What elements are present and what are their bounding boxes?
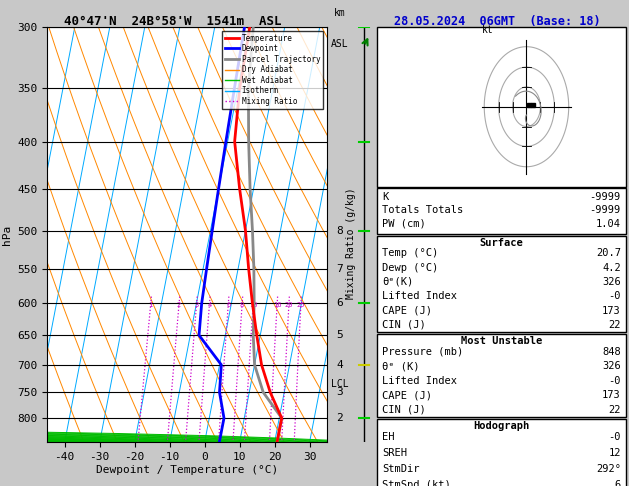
Text: Totals Totals: Totals Totals [382, 206, 464, 215]
Text: kt: kt [482, 25, 494, 35]
Text: 40°47'N  24B°58'W  1541m  ASL: 40°47'N 24B°58'W 1541m ASL [64, 15, 282, 28]
Text: PW (cm): PW (cm) [382, 219, 426, 229]
Text: LCL: LCL [331, 379, 348, 389]
Bar [377, 419, 626, 486]
Text: θᵉ (K): θᵉ (K) [382, 361, 420, 371]
Text: 25: 25 [297, 302, 305, 308]
Bar [377, 27, 626, 187]
Text: Temp (°C): Temp (°C) [382, 248, 438, 258]
Text: 28.05.2024  06GMT  (Base: 18): 28.05.2024 06GMT (Base: 18) [394, 15, 600, 28]
Text: 16: 16 [273, 302, 281, 308]
Text: 22: 22 [608, 320, 621, 330]
Text: 848: 848 [602, 347, 621, 357]
Text: EH: EH [382, 432, 395, 442]
Text: -9999: -9999 [589, 206, 621, 215]
Text: 4.2: 4.2 [602, 262, 621, 273]
Bar [377, 236, 626, 332]
Text: 3: 3 [337, 387, 343, 398]
X-axis label: Dewpoint / Temperature (°C): Dewpoint / Temperature (°C) [96, 465, 278, 475]
Text: CIN (J): CIN (J) [382, 405, 426, 415]
Text: 10: 10 [249, 302, 257, 308]
Text: 2: 2 [177, 302, 181, 308]
Text: StmDir: StmDir [382, 464, 420, 474]
Bar [377, 334, 626, 417]
Text: 326: 326 [602, 277, 621, 287]
Text: 173: 173 [602, 390, 621, 400]
Text: 173: 173 [602, 306, 621, 315]
Text: km: km [334, 8, 345, 18]
Text: 5: 5 [337, 330, 343, 340]
Text: SREH: SREH [382, 448, 408, 458]
Text: 292°: 292° [596, 464, 621, 474]
Text: 1: 1 [148, 302, 153, 308]
Text: Lifted Index: Lifted Index [382, 291, 457, 301]
Text: 4: 4 [337, 360, 343, 370]
Text: -0: -0 [608, 432, 621, 442]
Text: 7: 7 [337, 263, 343, 274]
Text: Mixing Ratio (g/kg): Mixing Ratio (g/kg) [346, 187, 356, 299]
Text: Dewp (°C): Dewp (°C) [382, 262, 438, 273]
Text: 8: 8 [337, 226, 343, 236]
Text: 20.7: 20.7 [596, 248, 621, 258]
Text: -0: -0 [608, 291, 621, 301]
Text: 2: 2 [337, 413, 343, 423]
Text: Lifted Index: Lifted Index [382, 376, 457, 386]
Text: 12: 12 [608, 448, 621, 458]
Text: θᵉ(K): θᵉ(K) [382, 277, 414, 287]
Text: Pressure (mb): Pressure (mb) [382, 347, 464, 357]
Text: K: K [382, 192, 389, 202]
Text: Most Unstable: Most Unstable [461, 336, 542, 347]
Text: 22: 22 [608, 405, 621, 415]
Text: ASL: ASL [331, 39, 348, 49]
Text: 6: 6 [337, 298, 343, 308]
Text: 20: 20 [285, 302, 293, 308]
Text: CIN (J): CIN (J) [382, 320, 426, 330]
Text: -0: -0 [608, 376, 621, 386]
Text: StmSpd (kt): StmSpd (kt) [382, 480, 451, 486]
Text: -9999: -9999 [589, 192, 621, 202]
Text: Surface: Surface [480, 238, 523, 248]
Text: 6: 6 [226, 302, 230, 308]
Text: CAPE (J): CAPE (J) [382, 390, 432, 400]
Text: CAPE (J): CAPE (J) [382, 306, 432, 315]
Text: 4: 4 [208, 302, 211, 308]
Text: 1.04: 1.04 [596, 219, 621, 229]
Text: 6: 6 [615, 480, 621, 486]
Text: 8: 8 [240, 302, 244, 308]
Text: 326: 326 [602, 361, 621, 371]
Legend: Temperature, Dewpoint, Parcel Trajectory, Dry Adiabat, Wet Adiabat, Isotherm, Mi: Temperature, Dewpoint, Parcel Trajectory… [221, 31, 323, 109]
Text: 3: 3 [194, 302, 199, 308]
Text: Hodograph: Hodograph [474, 421, 530, 432]
Y-axis label: hPa: hPa [2, 225, 12, 244]
Bar [377, 188, 626, 235]
